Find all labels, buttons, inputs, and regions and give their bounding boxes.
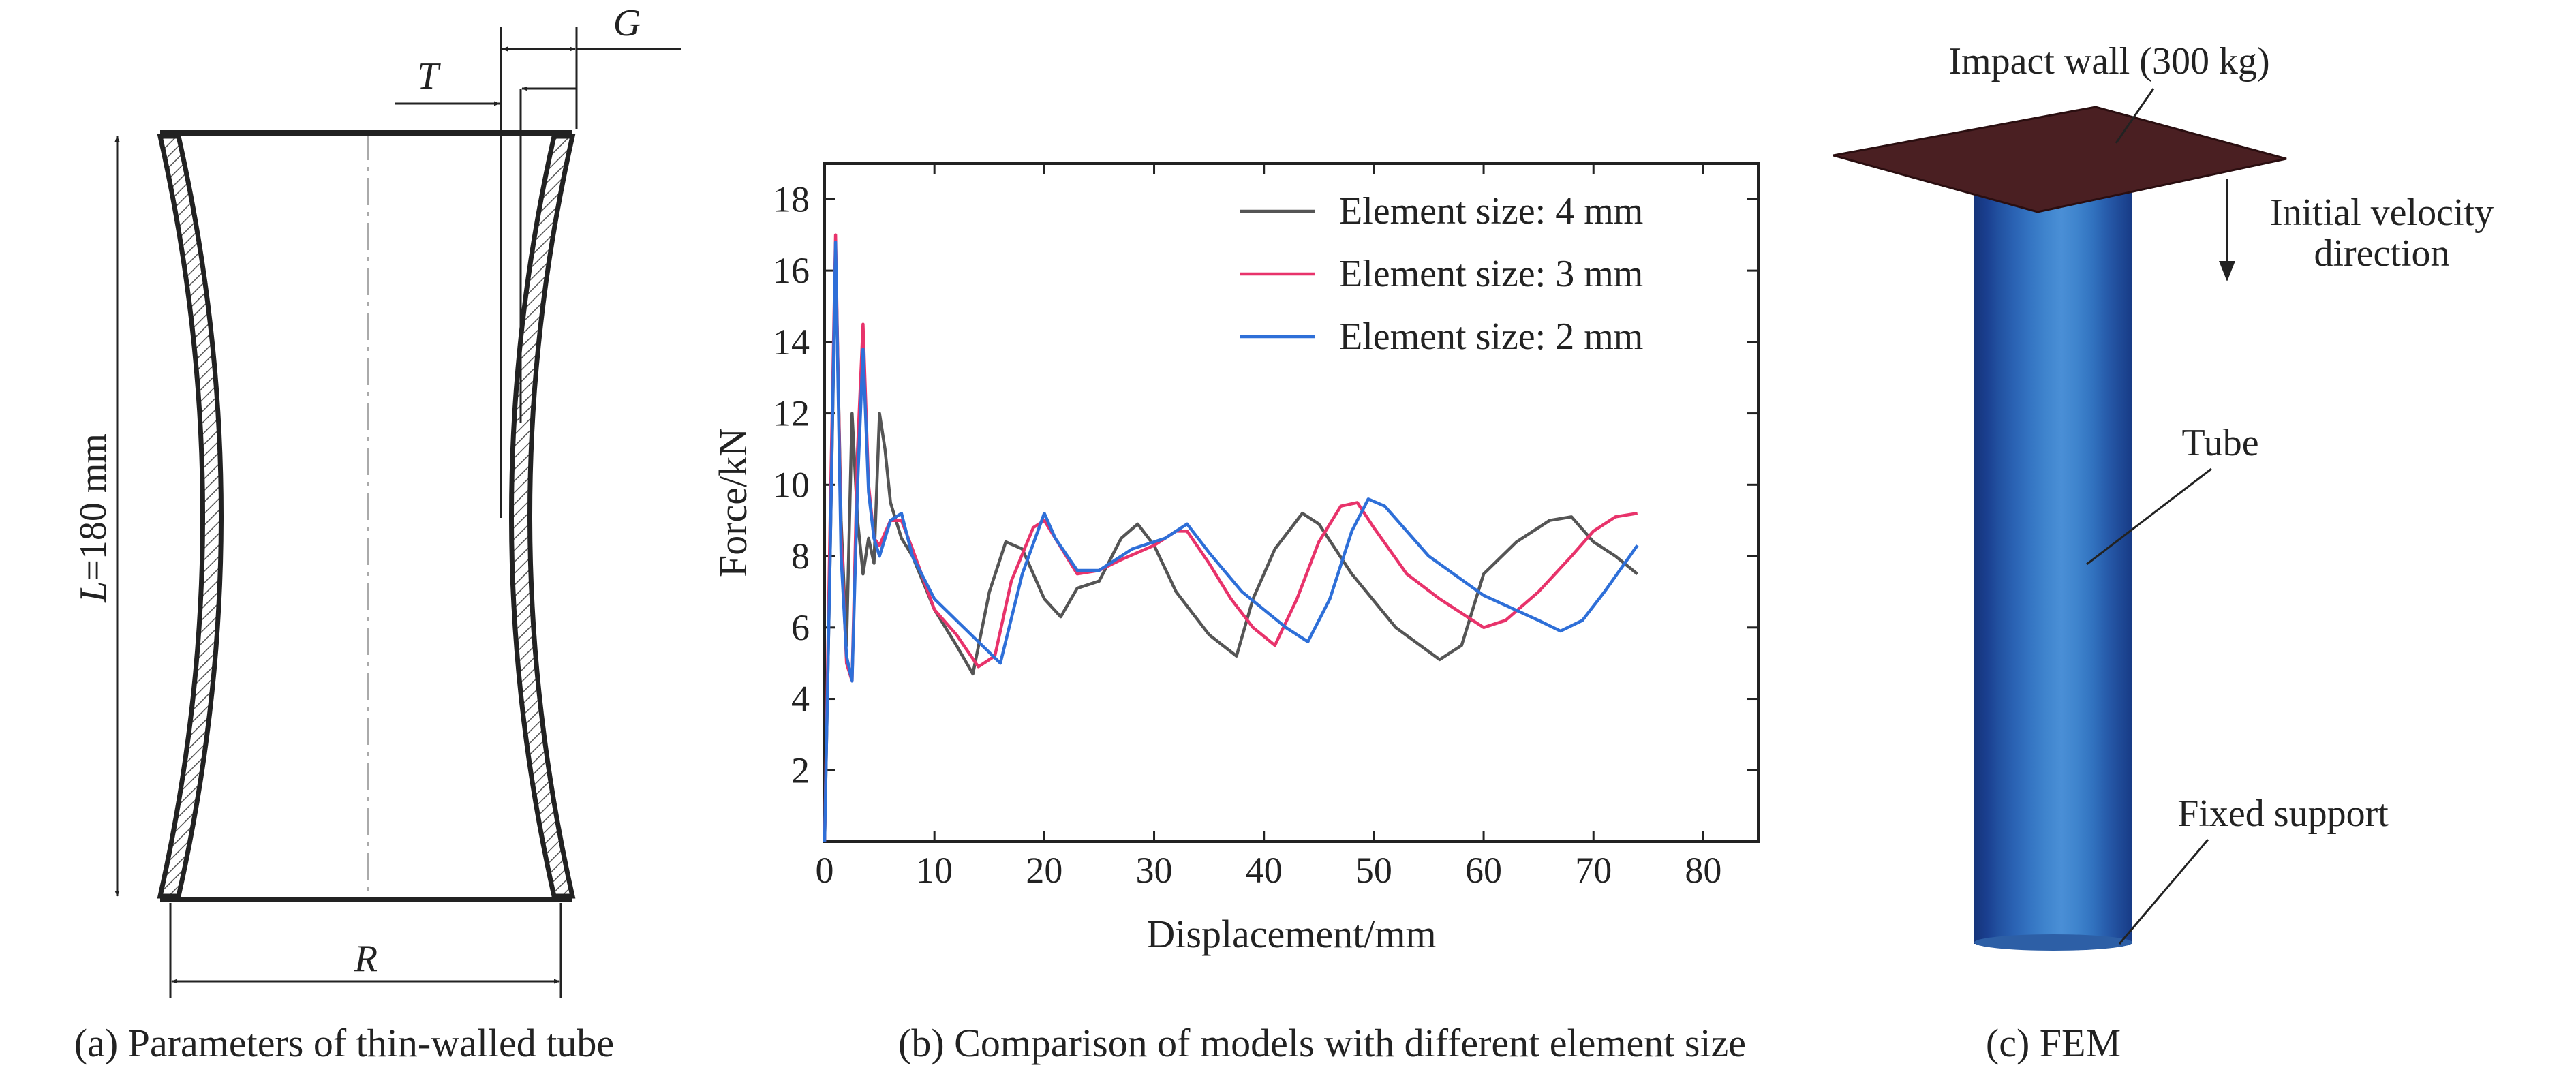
y-tick-label: 16 bbox=[773, 250, 810, 291]
x-tick-label: 80 bbox=[1685, 850, 1721, 891]
x-axis-label: Displacement/mm bbox=[1146, 912, 1436, 956]
label-g: G bbox=[613, 2, 641, 44]
y-tick-label: 18 bbox=[773, 179, 810, 219]
fem-tube-bottom bbox=[1974, 934, 2132, 951]
caption-a: (a) Parameters of thin-walled tube bbox=[74, 1021, 614, 1065]
tube-left-wall bbox=[157, 134, 224, 899]
y-tick-label: 8 bbox=[791, 536, 810, 577]
velocity-label-line1: Initial velocity bbox=[2270, 191, 2494, 234]
x-tick-label: 60 bbox=[1465, 850, 1502, 891]
panel-c: Impact wall (300 kg) Initial velocity di… bbox=[1833, 40, 2494, 1065]
x-tick-label: 10 bbox=[916, 850, 953, 891]
x-tick-label: 70 bbox=[1575, 850, 1612, 891]
plot-frame bbox=[823, 162, 1760, 843]
impact-wall-leader bbox=[2115, 88, 2155, 144]
impact-wall-label: Impact wall (300 kg) bbox=[1948, 40, 2269, 82]
panel-a: T G L=180 mm R (a) Parameters of thin-wa… bbox=[72, 2, 681, 1065]
y-tick-label: 6 bbox=[791, 607, 810, 648]
label-l-var: L bbox=[72, 581, 114, 603]
tube-right-wall bbox=[509, 134, 576, 899]
series-line-1 bbox=[823, 251, 1639, 842]
x-tick-label: 40 bbox=[1246, 850, 1283, 891]
legend-label-2: Element size: 3 mm bbox=[1339, 253, 1643, 295]
y-tick-label: 12 bbox=[773, 393, 810, 434]
y-tick-label: 10 bbox=[773, 464, 810, 505]
fixed-support-label: Fixed support bbox=[2177, 793, 2389, 835]
series-line-3 bbox=[823, 240, 1639, 842]
force-displacement-chart: 0 10 20 30 40 50 60 70 80 2 4 6 8 10 12 14 16 18 Displacem… bbox=[711, 162, 1760, 956]
tube-leader bbox=[2086, 467, 2212, 566]
label-t: T bbox=[417, 55, 441, 97]
x-tick-label: 50 bbox=[1355, 850, 1392, 891]
y-tick-label: 14 bbox=[773, 322, 810, 363]
caption-b: (b) Comparison of models with different … bbox=[898, 1021, 1746, 1065]
label-r: R bbox=[354, 938, 378, 980]
x-tick-label: 20 bbox=[1026, 850, 1062, 891]
legend-label-1: Element size: 4 mm bbox=[1339, 190, 1643, 232]
y-tick-label: 2 bbox=[791, 750, 810, 791]
panel-b: 0 10 20 30 40 50 60 70 80 2 4 6 8 10 12 14 16 18 Displacem… bbox=[711, 162, 1760, 1065]
legend-label-3: Element size: 2 mm bbox=[1339, 316, 1643, 358]
x-tick-label: 30 bbox=[1136, 850, 1173, 891]
x-tick-label: 0 bbox=[816, 850, 834, 891]
label-l: L=180 mm bbox=[72, 433, 114, 603]
y-axis-label: Force/kN bbox=[711, 428, 755, 577]
y-tick-label: 4 bbox=[791, 679, 810, 720]
impact-wall bbox=[1833, 106, 2287, 213]
tube-label: Tube bbox=[2181, 422, 2258, 464]
label-l-value: =180 mm bbox=[72, 433, 114, 581]
velocity-label-line2: direction bbox=[2314, 232, 2449, 275]
fixed-support-leader bbox=[2118, 839, 2209, 945]
fem-tube-body bbox=[1974, 187, 2132, 944]
caption-c: (c) FEM bbox=[1986, 1021, 2121, 1065]
